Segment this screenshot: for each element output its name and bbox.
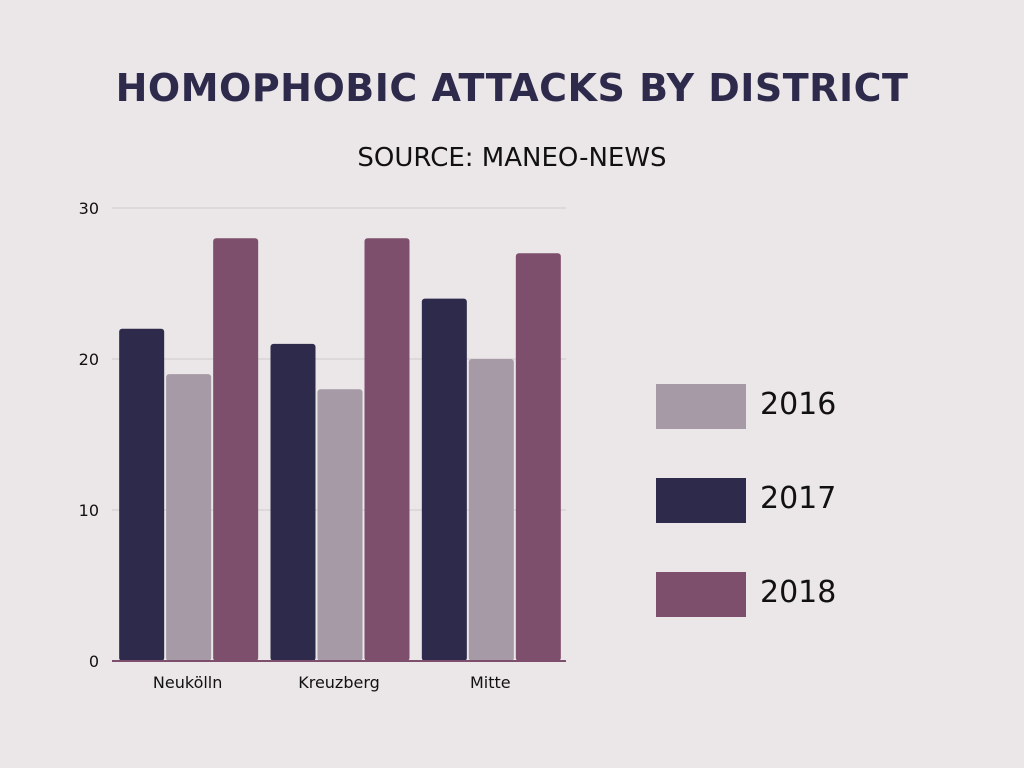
y-tick-label: 20 xyxy=(79,350,99,369)
x-tick-label: Neukölln xyxy=(153,673,222,692)
bar xyxy=(270,343,316,661)
legend-swatch-2016 xyxy=(656,384,746,429)
chart-subtitle: SOURCE: MANEO-NEWS xyxy=(357,143,667,173)
chart-title: HOMOPHOBIC ATTACKS BY DISTRICT xyxy=(115,66,909,110)
bar xyxy=(468,359,514,661)
bar xyxy=(119,328,165,661)
legend-swatch-2018 xyxy=(656,572,746,617)
legend-label-2017: 2017 xyxy=(760,481,837,516)
y-tick-label: 30 xyxy=(79,199,99,218)
bar xyxy=(421,298,467,661)
bar xyxy=(166,374,212,661)
y-tick-label: 10 xyxy=(79,501,99,520)
bar xyxy=(364,238,410,661)
y-tick-label: 0 xyxy=(89,652,99,671)
bar xyxy=(515,253,561,662)
bar xyxy=(213,238,259,661)
legend-label-2016: 2016 xyxy=(760,387,837,422)
x-tick-label: Kreuzberg xyxy=(298,673,380,692)
legend-label-2018: 2018 xyxy=(760,575,837,610)
x-tick-label: Mitte xyxy=(470,673,511,692)
bar xyxy=(317,389,363,661)
legend-swatch-2017 xyxy=(656,478,746,523)
